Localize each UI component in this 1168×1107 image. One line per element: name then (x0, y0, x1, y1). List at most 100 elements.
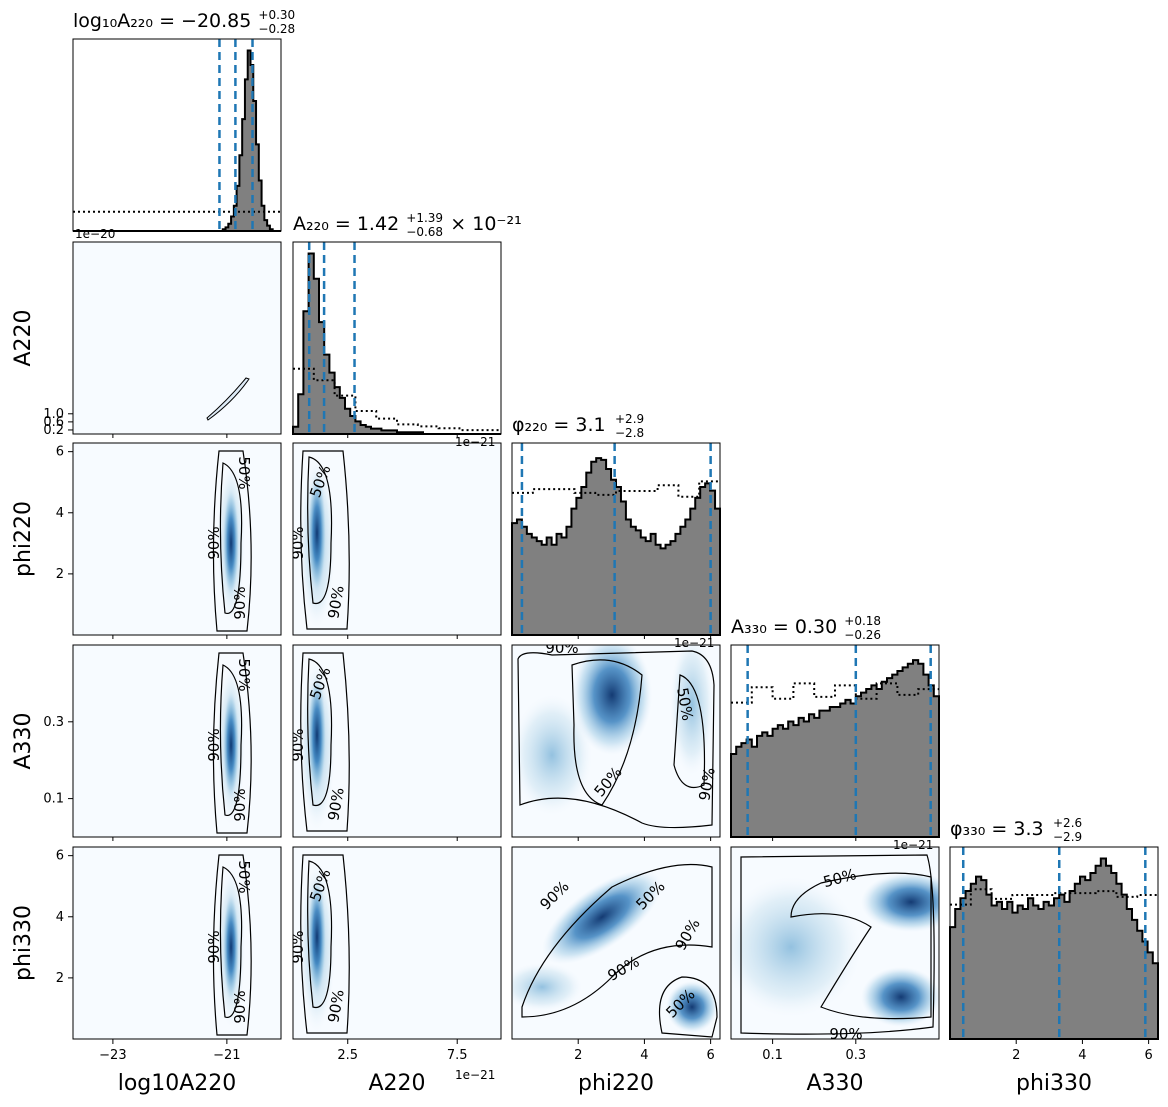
y-tick-label: 0.2 (43, 423, 64, 438)
x-tick-label: 0.1 (762, 1048, 783, 1063)
panel-frame (292, 241, 502, 435)
y-offset-label: 1e−20 (75, 227, 115, 241)
panel-frame (292, 846, 502, 1040)
title-upper-error: +0.30 (258, 8, 295, 22)
title-upper-error: +1.39 (406, 211, 443, 225)
diag-panel-A330 (730, 644, 940, 838)
y-tick-label: 4 (56, 506, 64, 521)
contour-label: 90% (205, 728, 223, 761)
title-upper-error: +2.6 (1053, 816, 1082, 830)
contour-label: 90% (324, 786, 348, 822)
contour-label: 50% (235, 456, 253, 489)
contour-label: 90% (289, 526, 307, 559)
x-tick-label: −21 (213, 1048, 240, 1063)
panel-frame (730, 644, 940, 838)
density-blob (308, 877, 326, 997)
contour-label: 90% (829, 1025, 862, 1043)
panel-phi330-vs-A220: 50%90%90% (289, 846, 502, 1040)
contour-50 (219, 866, 243, 1018)
y-axis-label-A220: A220 (11, 309, 36, 366)
panel-phi330-vs-phi220: 90% 50%90%90%50% (511, 846, 721, 1040)
contour-90 (521, 863, 713, 1018)
x-offset-label: 1e−21 (455, 1068, 495, 1082)
diag-panel-A220 (292, 241, 502, 435)
x-tick-label: 4 (1078, 1048, 1086, 1063)
panel-frame (72, 241, 282, 435)
x-tick-label: 7.5 (447, 1048, 468, 1063)
title-upper-error: +0.18 (844, 614, 881, 628)
density-blob (861, 967, 939, 1027)
title-lower-error: −0.26 (844, 628, 881, 642)
y-axis-label-phi330: phi330 (11, 905, 36, 981)
contour-90 (517, 650, 715, 829)
x-tick-label: 0.3 (845, 1048, 866, 1063)
y-tick-label: 6 (56, 445, 64, 460)
contour-50 (307, 860, 333, 1009)
density-blob (731, 877, 861, 1017)
panel-frame (292, 442, 502, 636)
title-phi330: φ₃₃₀ = 3.3 (950, 818, 1044, 840)
contour-label: 90% (231, 990, 249, 1023)
contour-label: 90% (695, 766, 719, 802)
contour-50 (790, 872, 932, 1020)
contour-90 (300, 450, 350, 630)
diag-panel-logA220 (72, 38, 282, 232)
contour-label: 90% (205, 526, 223, 559)
contour-label: 50% (673, 686, 697, 722)
x-tick-label: 2 (574, 1048, 582, 1063)
x-axis-label-A220: A220 (368, 1071, 425, 1096)
panel-offset-label: 1e−21 (893, 838, 933, 852)
density-blob (861, 872, 939, 932)
panel-frame (72, 442, 282, 636)
posterior-histogram (730, 659, 940, 838)
contour-50 (219, 462, 243, 614)
density-blob (223, 892, 239, 1002)
contour-label: 90% (289, 930, 307, 963)
panel-phi330-vs-A330: 50%90% (730, 846, 940, 1043)
panel-frame (730, 846, 940, 1040)
contour-90 (212, 652, 252, 834)
contour-label: 90% (289, 728, 307, 761)
contour-label: 90% (324, 988, 348, 1024)
density-blob (572, 645, 652, 755)
x-tick-label: −23 (99, 1048, 126, 1063)
contour-label: 50% (235, 860, 253, 893)
x-axis-label-phi330: phi330 (1016, 1071, 1092, 1096)
y-tick-label: 2 (56, 971, 64, 986)
prior-histogram (731, 682, 939, 704)
contour-90 (300, 652, 350, 832)
density-blob (223, 690, 239, 800)
title-lower-error: −2.9 (1053, 830, 1082, 844)
panel-frame (511, 442, 721, 636)
prior-histogram (512, 480, 720, 498)
title-upper-error: +2.9 (615, 412, 644, 426)
density-blob (512, 963, 582, 1011)
diag-panel-phi330 (949, 846, 1159, 1040)
contour-90 (212, 854, 252, 1036)
contour-label: 90% (324, 584, 348, 620)
panel-frame (292, 644, 502, 838)
contour-90 (300, 854, 350, 1034)
x-tick-label: 6 (706, 1048, 714, 1063)
contour-50 (307, 658, 333, 807)
prior-histogram (293, 367, 501, 432)
panel-frame (949, 846, 1159, 1040)
contour-label: 90% (231, 586, 249, 619)
title-phi220: φ₂₂₀ = 3.1 (512, 414, 606, 436)
title-suffix: × 10⁻²¹ (450, 213, 521, 235)
panel-frame (511, 846, 721, 1040)
panel-frame (72, 38, 282, 232)
panel-offset-label: 1e−21 (455, 435, 495, 449)
x-tick-label: 2.5 (337, 1048, 358, 1063)
x-axis-label-logA220: log10A220 (118, 1071, 237, 1096)
density-blob (223, 488, 239, 598)
panel-frame (511, 644, 721, 838)
y-tick-label: 6 (56, 849, 64, 864)
y-axis-label-A330: A330 (11, 712, 36, 769)
panel-phi330-vs-logA220: 50% 90% 90% (72, 846, 282, 1040)
panel-A330-vs-A220: 50%90%90% (289, 644, 502, 838)
title-lower-error: −0.28 (258, 22, 295, 36)
density-blob (542, 869, 662, 965)
contour-50 (673, 674, 706, 789)
